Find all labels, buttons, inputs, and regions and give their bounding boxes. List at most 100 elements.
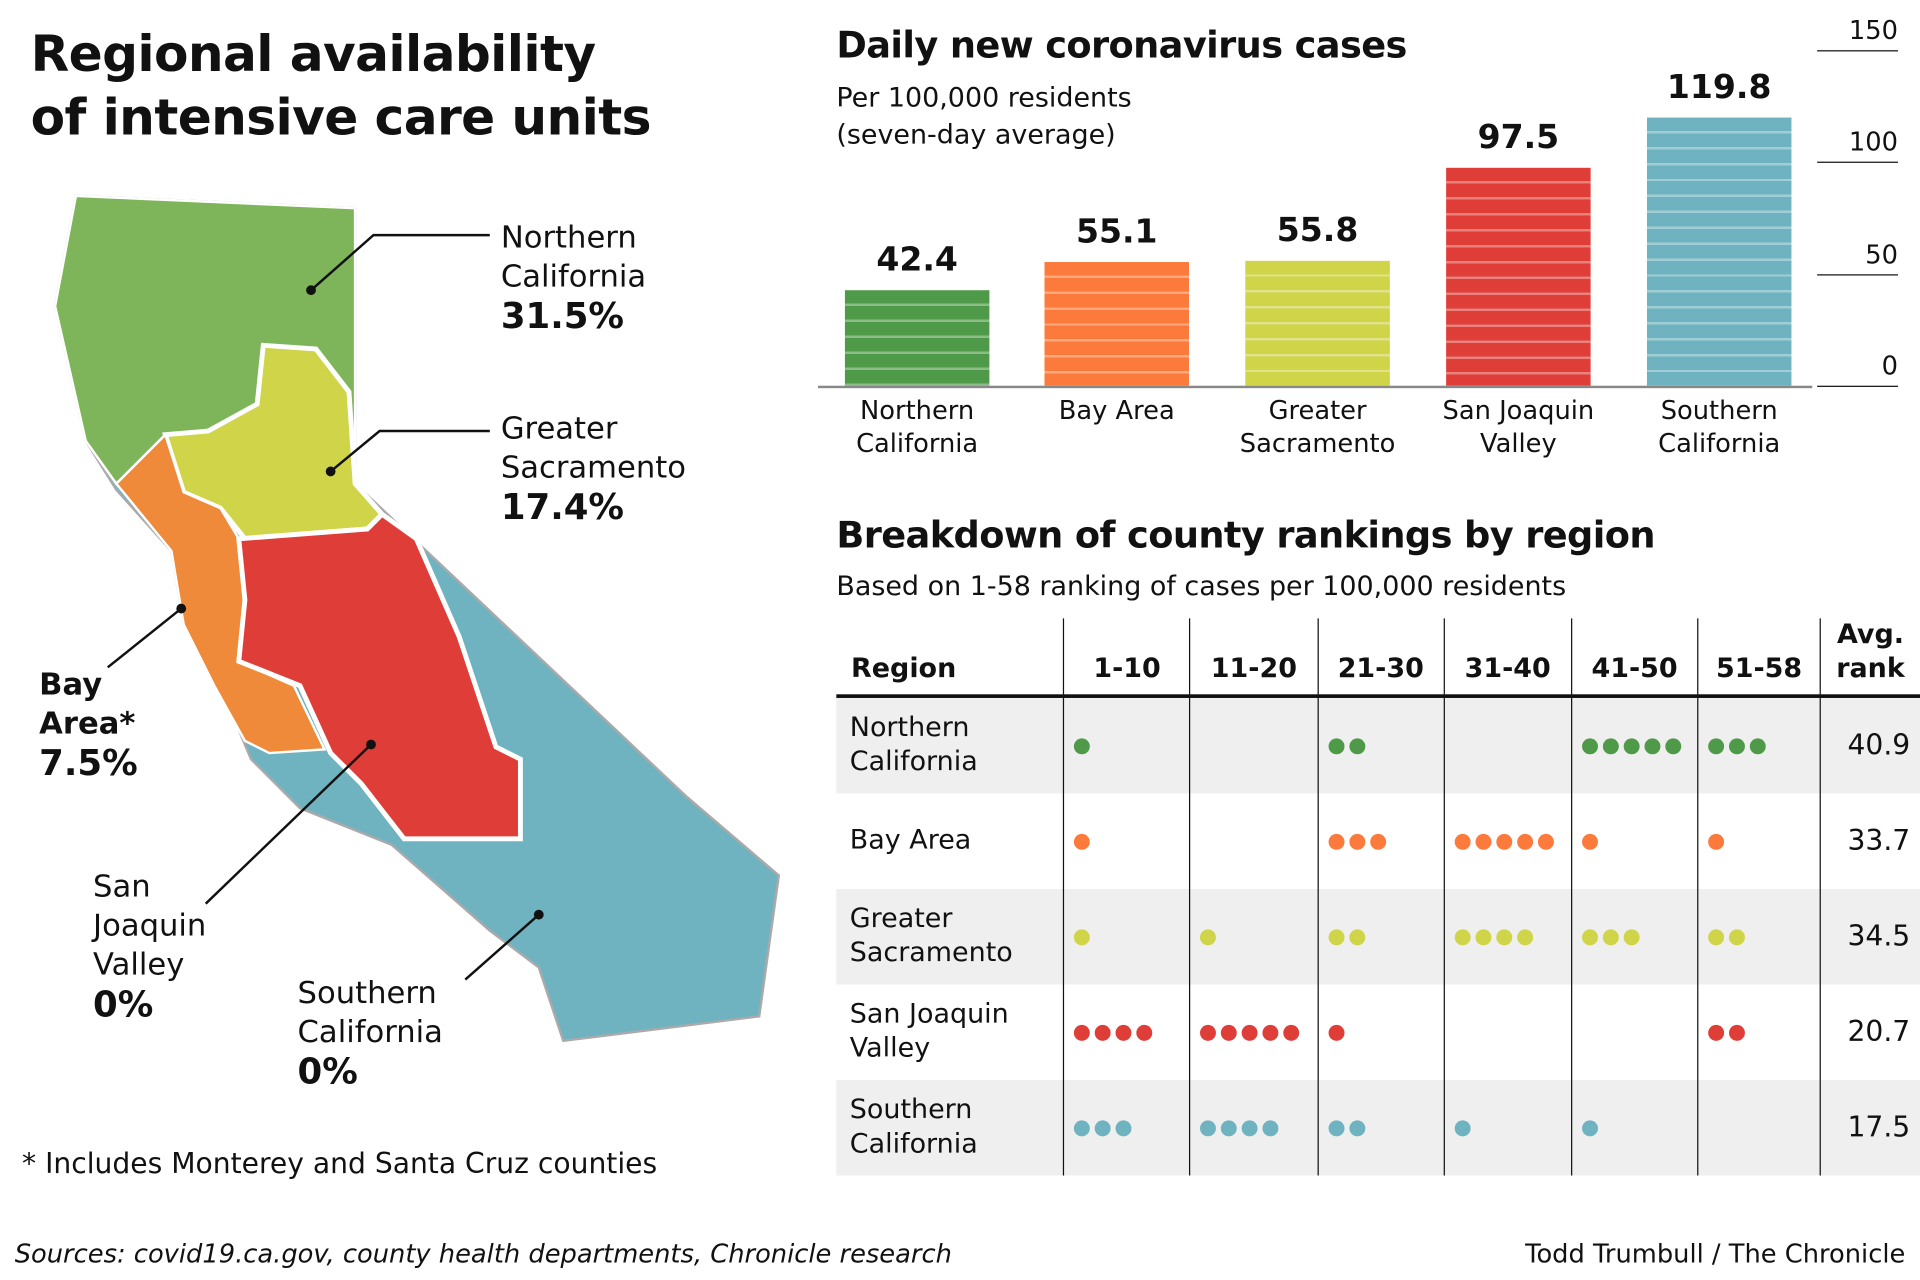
county-dot [1262, 1119, 1279, 1136]
county-dot [1749, 737, 1766, 754]
map-title-line1: Regional availability [30, 24, 596, 84]
x-tick-label: Northern California [856, 395, 979, 458]
county-dot [1200, 928, 1217, 945]
county-dot [1262, 1024, 1279, 1041]
y-tick-line [1817, 49, 1898, 51]
county-dot [1348, 1119, 1365, 1136]
table-subtitle: Based on 1-58 ranking of cases per 100,0… [836, 571, 1567, 603]
county-dot [1516, 928, 1533, 945]
bar-chart-subtitle: Per 100,000 residents (seven-day average) [836, 83, 1132, 151]
county-dot [1348, 737, 1365, 754]
table-row: Northern California 40.9 [836, 696, 1920, 794]
y-tick-line [1817, 385, 1898, 387]
region-cell: Southern California [836, 1080, 1064, 1176]
map-label-northern-california: Northern California 31.5% [500, 219, 647, 337]
avg-rank-cell: 34.5 [1819, 888, 1920, 985]
table-title: Breakdown of county rankings by region [836, 514, 1655, 558]
county-dot [1328, 833, 1344, 850]
table-row: Bay Area 33.7 [836, 793, 1920, 889]
column-header: 31-40 [1443, 618, 1572, 697]
credit: Todd Trumbull / The Chronicle [1525, 1239, 1906, 1269]
county-dot [1475, 833, 1492, 850]
y-tick-label: 150 [1848, 15, 1898, 45]
count-cell [1443, 793, 1572, 889]
map-label-greater-sacramento: Greater Sacramento 17.4% [500, 410, 686, 528]
county-dot [1495, 928, 1512, 945]
county-dot [1095, 1024, 1112, 1041]
count-cell [1697, 793, 1821, 889]
county-dot [1242, 1024, 1259, 1041]
county-dot [1116, 1119, 1132, 1136]
county-dot [1200, 1024, 1217, 1041]
bar [1044, 262, 1189, 386]
y-tick-line [1817, 273, 1898, 275]
x-tick-label: Greater Sacramento [1239, 395, 1396, 458]
x-tick-label: San Joaquin Valley [1442, 395, 1595, 458]
count-cell [1443, 1080, 1572, 1176]
count-cell [1317, 793, 1444, 889]
avg-rank-cell: 40.9 [1819, 696, 1920, 794]
county-dot [1537, 833, 1554, 850]
count-cell [1443, 696, 1572, 794]
county-dot [1708, 1024, 1725, 1041]
column-header-avg-rank: Avg. rank [1819, 618, 1920, 697]
bar-value-label: 55.8 [1276, 211, 1359, 250]
county-dot [1369, 833, 1386, 850]
county-dot [1348, 833, 1365, 850]
count-cell [1570, 696, 1698, 794]
table-row: San Joaquin Valley 20.7 [836, 984, 1920, 1081]
county-dot [1581, 833, 1598, 850]
bar-value-label: 42.4 [876, 241, 958, 280]
county-dot [1328, 1024, 1344, 1041]
column-header: 41-50 [1570, 618, 1698, 697]
bar [844, 290, 990, 386]
county-dot [1581, 737, 1598, 754]
bar [1245, 260, 1390, 386]
count-cell [1189, 984, 1318, 1081]
county-dot [1200, 1119, 1217, 1136]
county-dot [1728, 737, 1745, 754]
count-cell [1063, 1080, 1191, 1176]
county-dot [1283, 1024, 1300, 1041]
county-dot [1328, 737, 1344, 754]
count-cell [1570, 888, 1698, 985]
county-dot [1623, 737, 1640, 754]
x-tick-label: Southern California [1658, 395, 1781, 458]
count-cell [1063, 793, 1191, 889]
california-map [53, 194, 781, 1043]
county-dot [1074, 737, 1091, 754]
map-label-bay-area: Bay Area* 7.5% [39, 666, 138, 784]
count-cell [1317, 984, 1444, 1081]
count-cell [1063, 984, 1191, 1081]
table-row: Southern California 17.5 [836, 1080, 1920, 1176]
county-dot [1242, 1119, 1259, 1136]
table-row: Greater Sacramento 34.5 [836, 888, 1920, 985]
county-dot [1581, 928, 1598, 945]
count-cell [1189, 888, 1318, 985]
county-dot [1644, 737, 1661, 754]
county-dot [1454, 1119, 1471, 1136]
region-cell: Bay Area [849, 825, 972, 856]
count-cell [1189, 696, 1318, 794]
county-dot [1475, 928, 1492, 945]
county-dot [1074, 1024, 1091, 1041]
map-footnote: * Includes Monterey and Santa Cruz count… [22, 1148, 658, 1181]
county-dot [1728, 928, 1745, 945]
bar-value-label: 55.1 [1075, 213, 1158, 252]
county-dot [1708, 737, 1725, 754]
count-cell [1570, 793, 1698, 889]
region-cell: San Joaquin Valley [849, 999, 1009, 1065]
county-dot [1095, 1119, 1112, 1136]
region-cell: Northern California [836, 696, 1064, 794]
y-tick-label: 50 [1865, 239, 1898, 269]
county-dot [1581, 1119, 1598, 1136]
rankings-table: Region 1-10 11-20 21-30 31-40 41-50 51-58 Avg. r… [836, 618, 1920, 1176]
column-header: Region [851, 653, 957, 685]
map-title-line2: of intensive care units [30, 88, 652, 147]
column-header: 21-30 [1317, 618, 1444, 697]
column-header: 11-20 [1189, 618, 1318, 697]
count-cell [1443, 888, 1572, 985]
county-dot [1074, 928, 1091, 945]
count-cell [1189, 1080, 1318, 1176]
count-cell [1063, 696, 1191, 794]
